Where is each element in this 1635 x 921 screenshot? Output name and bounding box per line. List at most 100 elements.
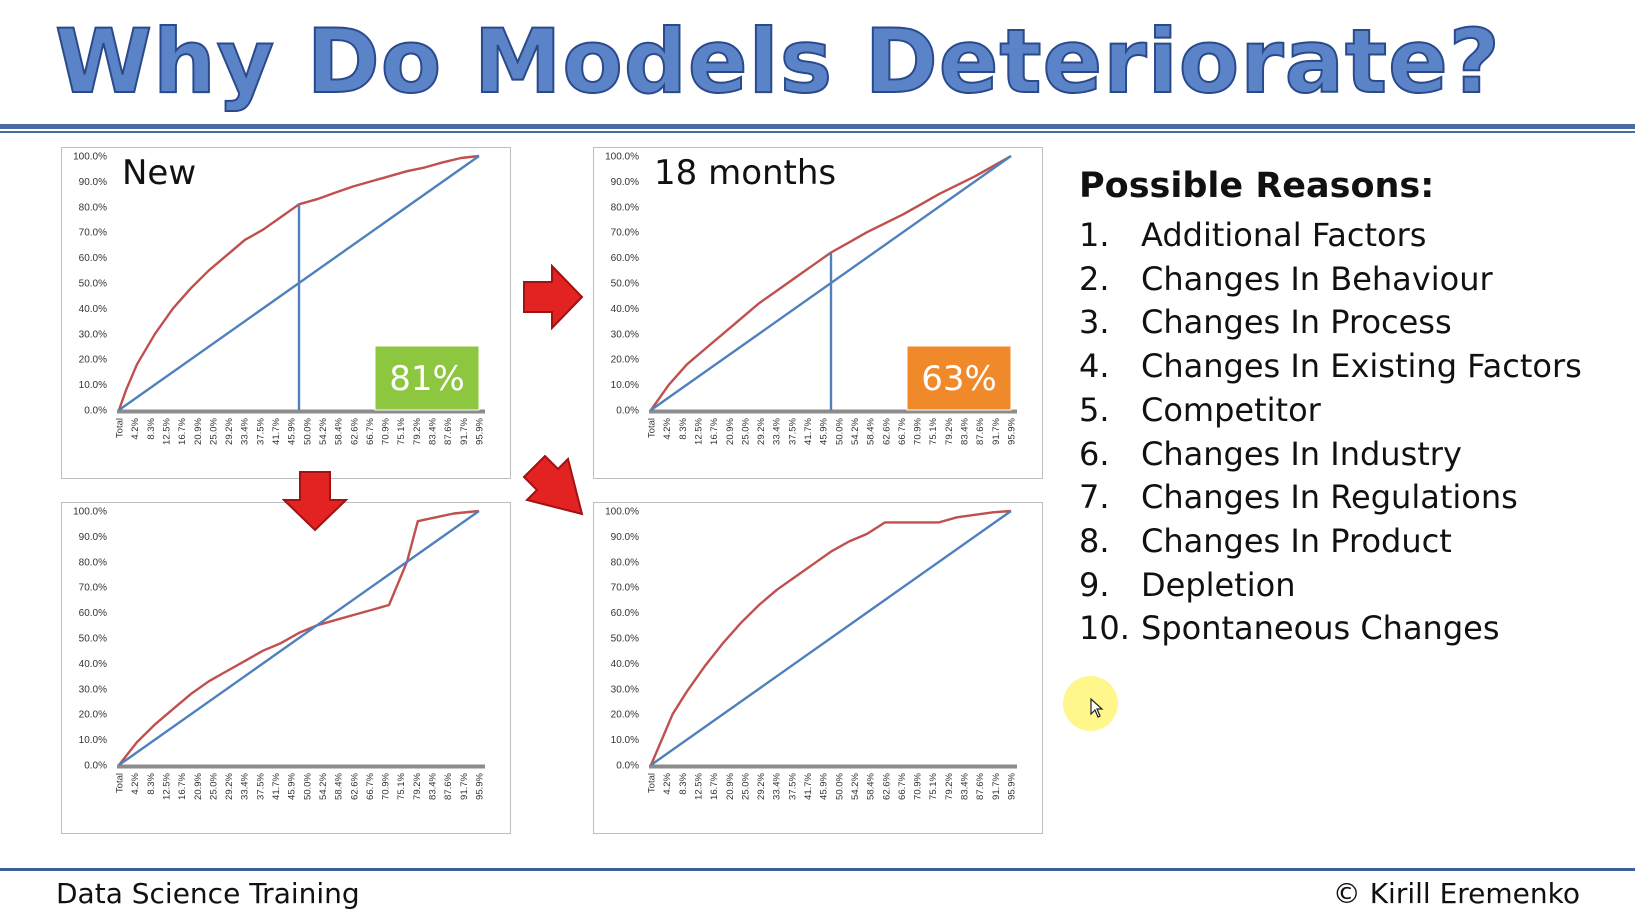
x-tick-label: 58.4% <box>866 772 877 799</box>
reason-text: Changes In Regulations <box>1141 478 1518 517</box>
reason-item: 6. Changes In Industry <box>1079 433 1619 477</box>
y-tick-label: 0.0% <box>84 406 107 417</box>
x-tick-label: 45.9% <box>819 772 830 799</box>
y-tick-label: 20.0% <box>611 710 639 721</box>
reason-number: 9. <box>1079 565 1110 604</box>
x-tick-label: 58.4% <box>334 417 345 444</box>
y-tick-label: 80.0% <box>79 202 107 213</box>
x-tick-label: 20.9% <box>193 417 204 444</box>
arrow-diagonal-icon <box>522 454 584 516</box>
footer-copyright: © Kirill Eremenko <box>1332 877 1580 910</box>
x-tick-label: 16.7% <box>177 772 188 799</box>
title-underline <box>0 124 1635 129</box>
score-badge-value: 81% <box>389 359 465 399</box>
y-tick-label: 60.0% <box>79 608 107 619</box>
x-tick-label: 54.2% <box>850 417 861 444</box>
x-tick-label: 16.7% <box>709 417 720 444</box>
x-tick-label: 29.2% <box>756 417 767 444</box>
chart-18-months: 100.0% 90.0% 80.0% 70.0% 60.0% 50.0% 40.0% 30.0… <box>593 147 1043 479</box>
reason-number: 10. <box>1079 609 1130 648</box>
y-tick-label: 40.0% <box>611 304 639 315</box>
reasons-list: 1. Additional Factors 2. Changes In Behavi… <box>1079 214 1619 651</box>
x-tick-label: 41.7% <box>271 417 282 444</box>
x-tick-label: 33.4% <box>772 772 783 799</box>
x-tick-label: 95.9% <box>475 772 486 799</box>
x-tick-label: 29.2% <box>224 772 235 799</box>
x-tick-label: 70.9% <box>381 772 392 799</box>
x-tick-label: 79.2% <box>412 772 423 799</box>
x-tick-label: 16.7% <box>709 772 720 799</box>
x-tick-label: 37.5% <box>255 417 266 444</box>
x-tick-label: Total <box>115 418 126 438</box>
model-curve <box>117 154 480 411</box>
x-tick-label: 79.2% <box>412 417 423 444</box>
baseline-line <box>118 510 480 766</box>
x-tick-label: 16.7% <box>177 417 188 444</box>
x-tick-label: 25.0% <box>208 772 219 799</box>
score-badge: 63% <box>906 345 1012 411</box>
y-tick-label: 10.0% <box>611 735 639 746</box>
x-tick-label: 4.2% <box>662 417 673 439</box>
x-tick-label: 4.2% <box>130 772 141 794</box>
x-tick-label: 25.0% <box>740 417 751 444</box>
x-tick-label: 58.4% <box>866 417 877 444</box>
x-tick-label: 87.6% <box>975 772 986 799</box>
y-tick-label: 30.0% <box>79 684 107 695</box>
y-tick-label: 80.0% <box>611 202 639 213</box>
score-badge: 81% <box>374 345 480 411</box>
x-tick-label: 91.7% <box>991 772 1002 799</box>
model-curve <box>650 154 1012 411</box>
x-tick-label: 8.3% <box>678 772 689 794</box>
y-tick-label: 90.0% <box>79 177 107 188</box>
y-tick-label: 0.0% <box>84 761 107 772</box>
mouse-pointer-icon <box>1090 698 1104 718</box>
x-tick-label: 66.7% <box>897 772 908 799</box>
score-badge-bg <box>374 345 480 411</box>
y-tick-label: 20.0% <box>79 355 107 366</box>
y-tick-label: 0.0% <box>616 761 639 772</box>
reason-item: 7. Changes In Regulations <box>1079 476 1619 520</box>
y-tick-label: 100.0% <box>73 507 107 518</box>
reason-number: 5. <box>1079 390 1110 429</box>
reason-number: 6. <box>1079 434 1110 473</box>
reason-text: Changes In Product <box>1141 521 1452 560</box>
x-tick-label: 29.2% <box>224 417 235 444</box>
x-tick-label: 29.2% <box>756 772 767 799</box>
reason-item: 3. Changes In Process <box>1079 301 1619 345</box>
y-tick-label: 40.0% <box>611 659 639 670</box>
chart-scenario-a-svg: 100.0% 90.0% 80.0% 70.0% 60.0% 50.0% 40.0% 30.0… <box>73 507 486 800</box>
reason-number: 8. <box>1079 521 1110 560</box>
score-badge-value: 63% <box>921 359 997 399</box>
y-tick-label: 70.0% <box>79 228 107 239</box>
reasons-heading: Possible Reasons: <box>1079 166 1435 206</box>
x-tick-label: 79.2% <box>944 417 955 444</box>
x-tick-label: 25.0% <box>740 772 751 799</box>
x-tick-label: 37.5% <box>255 772 266 799</box>
reason-item: 10. Spontaneous Changes <box>1079 607 1619 651</box>
y-tick-label: 10.0% <box>611 380 639 391</box>
x-tick-label: 83.4% <box>960 417 971 444</box>
score-badge-bg <box>906 345 1012 411</box>
x-tick-label: 62.6% <box>881 772 892 799</box>
x-tick-label: 4.2% <box>662 772 673 794</box>
arrow-right-icon <box>523 264 584 330</box>
reason-item: 1. Additional Factors <box>1079 214 1619 258</box>
page-title: Why Do Models Deteriorate? <box>54 9 1501 114</box>
x-tick-label: 41.7% <box>803 417 814 444</box>
chart-label: 18 months <box>654 153 836 193</box>
x-tick-label: 70.9% <box>913 417 924 444</box>
y-tick-label: 50.0% <box>611 279 639 290</box>
x-tick-label: 87.6% <box>975 417 986 444</box>
y-tick-label: 40.0% <box>79 304 107 315</box>
x-tick-label: 45.9% <box>287 772 298 799</box>
footer-rule <box>0 868 1635 871</box>
y-tick-label: 90.0% <box>79 532 107 543</box>
x-tick-label: 75.1% <box>928 417 939 444</box>
x-tick-label: 8.3% <box>146 417 157 439</box>
reason-number: 2. <box>1079 259 1110 298</box>
x-tick-label: 12.5% <box>161 772 172 799</box>
x-tick-label: 8.3% <box>146 772 157 794</box>
x-tick-label: 75.1% <box>928 772 939 799</box>
x-tick-label: 87.6% <box>443 417 454 444</box>
x-tick-label: Total <box>647 773 658 793</box>
